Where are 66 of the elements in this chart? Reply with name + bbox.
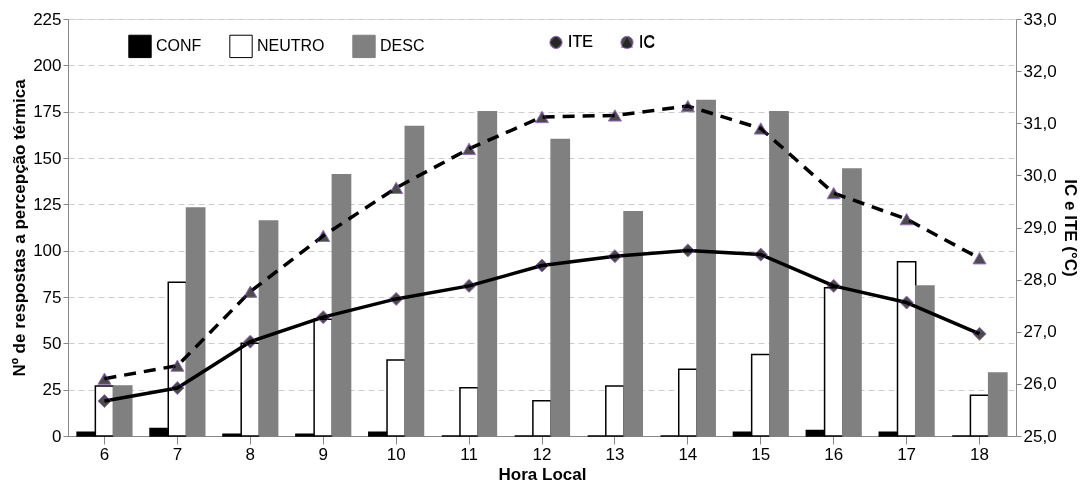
point — [534, 258, 550, 273]
y-tick-label: 175 — [33, 102, 62, 122]
y-tick-label: 100 — [33, 241, 62, 261]
point — [899, 295, 914, 310]
y2-tick-label: 26,0 — [1023, 374, 1057, 394]
point — [243, 285, 258, 298]
point — [753, 122, 768, 135]
legend-label: DESC — [380, 37, 425, 55]
point — [607, 249, 622, 264]
point — [97, 372, 112, 385]
legend-label: IC — [639, 33, 655, 51]
y2-tick-label: 28,0 — [1023, 270, 1057, 290]
point — [462, 142, 477, 155]
point — [170, 381, 185, 396]
x-tick-label: 15 — [751, 444, 771, 464]
x-tick-label: 11 — [460, 444, 478, 464]
point — [97, 394, 112, 409]
y-tick-label: 0 — [52, 426, 62, 446]
y-tick-label: 50 — [42, 333, 62, 353]
x-tick-label: 13 — [605, 444, 625, 464]
x-tick-label: 8 — [245, 444, 256, 464]
y2-tick-label: 25,0 — [1023, 426, 1057, 446]
point — [389, 181, 404, 195]
x-axis-title: Hora Local — [498, 464, 587, 484]
x-tick-label: 9 — [318, 444, 328, 464]
y-tick-label: 25 — [42, 380, 62, 400]
x-tick-label: 12 — [532, 444, 552, 464]
point — [316, 229, 331, 242]
point — [243, 334, 258, 349]
x-tick-label: 16 — [824, 444, 844, 464]
point — [316, 310, 331, 325]
x-tick-label: 10 — [386, 444, 406, 464]
point — [462, 278, 477, 293]
y2-tick-label: 27,0 — [1023, 322, 1057, 342]
x-tick-label: 6 — [99, 444, 110, 464]
point — [826, 186, 841, 200]
legend-label: NEUTRO — [257, 37, 325, 55]
y-axis-title: Nº de respostas a percepção térmica — [10, 78, 30, 377]
y-tick-label: 200 — [33, 55, 62, 75]
y2-axis-title: IC e ITE (°C) — [1060, 179, 1080, 277]
point — [534, 110, 550, 124]
y2-tick-label: 33,0 — [1023, 9, 1057, 29]
point — [389, 291, 404, 306]
y2-tick-label: 32,0 — [1023, 61, 1057, 81]
point — [680, 99, 695, 113]
point — [170, 359, 185, 372]
y2-tick-label: 30,0 — [1023, 165, 1057, 185]
x-tick-label: 7 — [172, 444, 183, 464]
y2-tick-label: 29,0 — [1023, 218, 1057, 237]
y-tick-label: 225 — [33, 9, 62, 29]
point — [972, 252, 987, 265]
point — [899, 213, 914, 226]
x-tick-label: 14 — [678, 444, 698, 464]
y-tick-label: 125 — [33, 194, 62, 214]
point — [753, 247, 768, 262]
point — [826, 278, 841, 293]
legend-label: CONF — [156, 37, 202, 55]
y-tick-label: 150 — [33, 148, 62, 168]
point — [607, 109, 622, 122]
y2-tick-label: 31,0 — [1023, 113, 1057, 133]
y-tick-label: 75 — [42, 287, 62, 307]
point — [972, 326, 987, 341]
x-tick-label: 17 — [897, 444, 917, 464]
x-tick-label: 18 — [970, 444, 989, 464]
point — [680, 243, 695, 258]
legend-label: ITE — [568, 33, 593, 51]
